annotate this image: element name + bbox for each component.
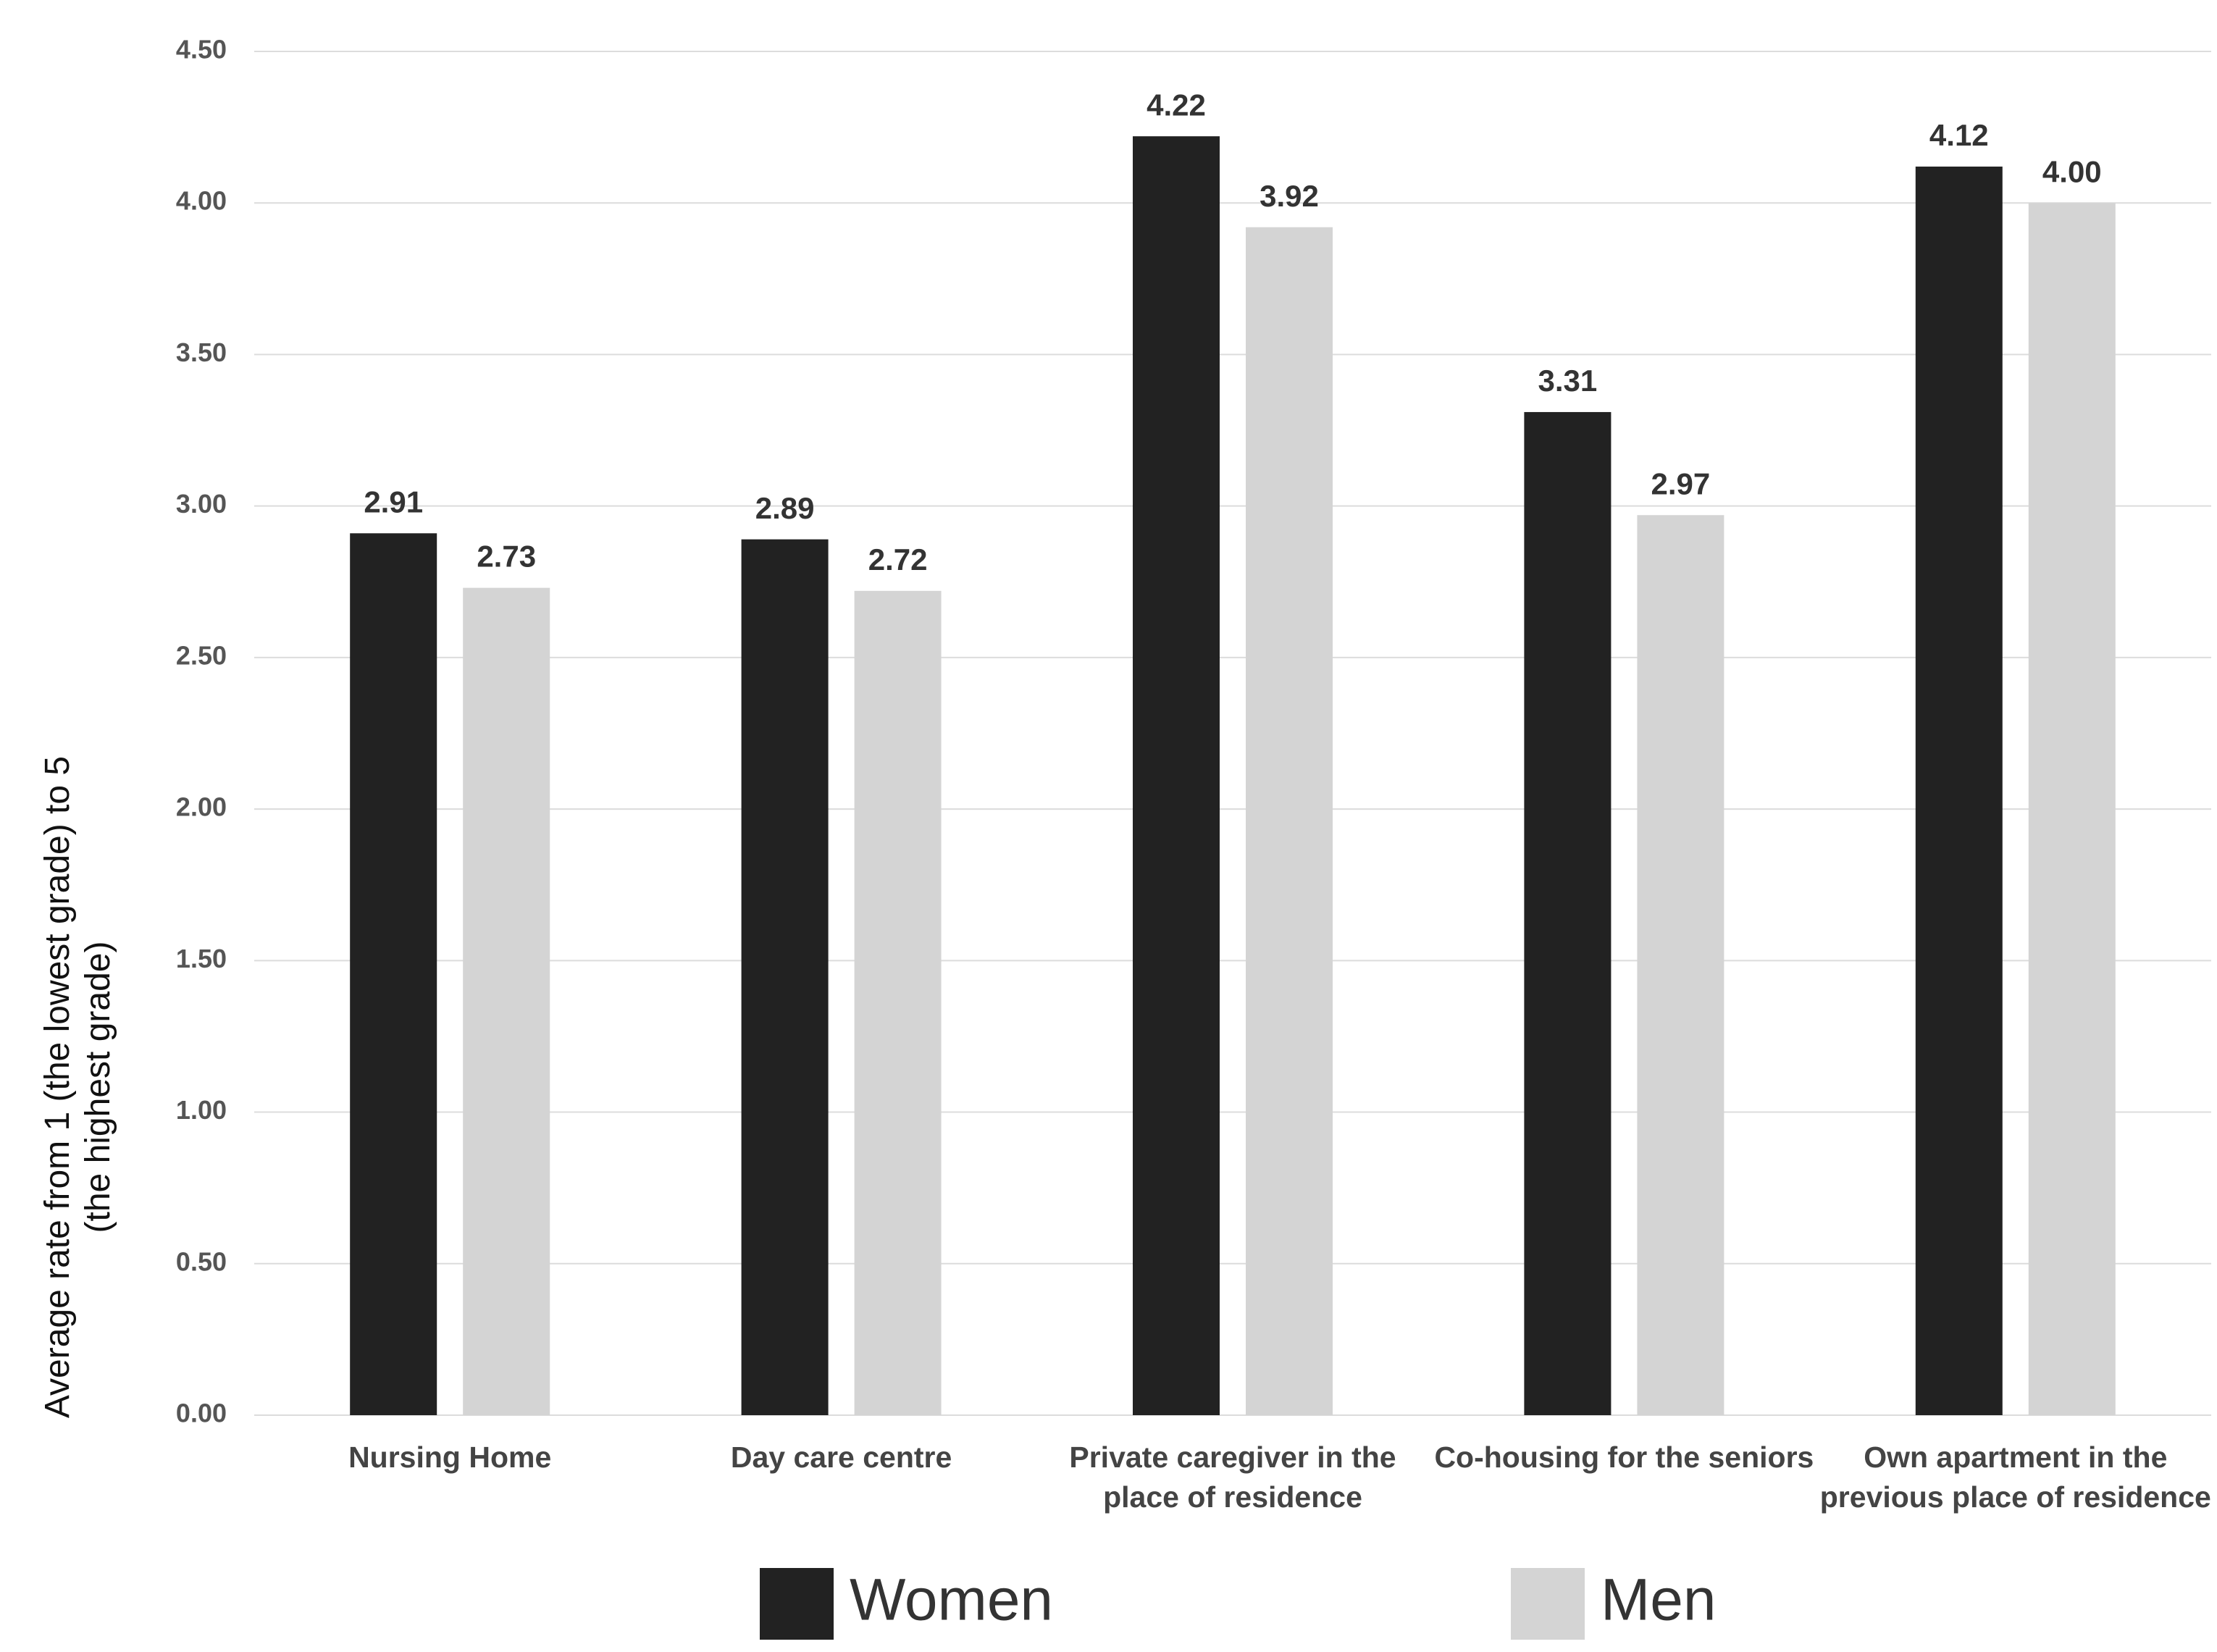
value-label: 4.22	[1147, 88, 1206, 122]
bar	[854, 590, 942, 1416]
y-axis-title: Average rate from 1 (the lowest grade) t…	[38, 755, 117, 1419]
y-tick-label: 0.50	[176, 1246, 227, 1276]
y-tick-label: 2.00	[176, 792, 227, 822]
bar	[1524, 411, 1612, 1415]
legend-swatch	[1511, 1568, 1585, 1640]
value-label: 2.72	[868, 542, 928, 576]
value-label: 3.92	[1260, 179, 1319, 213]
bar	[1915, 167, 2003, 1415]
legend-swatch	[760, 1568, 834, 1640]
value-label: 2.89	[755, 491, 815, 525]
y-tick-label: 0.00	[176, 1399, 227, 1428]
legend-label: Women	[850, 1567, 1053, 1633]
value-label: 4.00	[2042, 154, 2102, 188]
value-label: 3.31	[1538, 364, 1598, 398]
x-tick-label: Co-housing for the seniors	[1434, 1441, 1814, 1474]
x-tick-label: Own apartment in the previous place of r…	[1819, 1441, 2211, 1514]
legend-label: Men	[1601, 1567, 1717, 1633]
bar	[1246, 227, 1333, 1416]
y-tick-label: 3.50	[176, 337, 227, 367]
y-tick-label: 1.00	[176, 1095, 227, 1125]
bar	[1133, 136, 1220, 1416]
y-tick-label: 2.50	[176, 640, 227, 670]
x-tick-label: Day care centre	[730, 1441, 952, 1474]
value-label: 2.73	[477, 540, 536, 574]
value-label: 4.12	[1929, 118, 1989, 152]
value-label: 2.97	[1651, 466, 1711, 500]
y-tick-label: 4.50	[176, 35, 227, 64]
y-tick-label: 4.00	[176, 186, 227, 216]
x-tick-label: Private caregiver in the place of reside…	[1069, 1441, 1396, 1514]
x-tick-label: Nursing Home	[348, 1441, 552, 1474]
bar	[463, 587, 550, 1415]
y-tick-label: 1.50	[176, 944, 227, 973]
bar	[741, 539, 829, 1415]
bar	[350, 533, 437, 1415]
value-label: 2.91	[364, 485, 423, 519]
y-tick-label: 3.00	[176, 489, 227, 519]
bar	[1637, 515, 1724, 1415]
bar	[2028, 203, 2116, 1416]
